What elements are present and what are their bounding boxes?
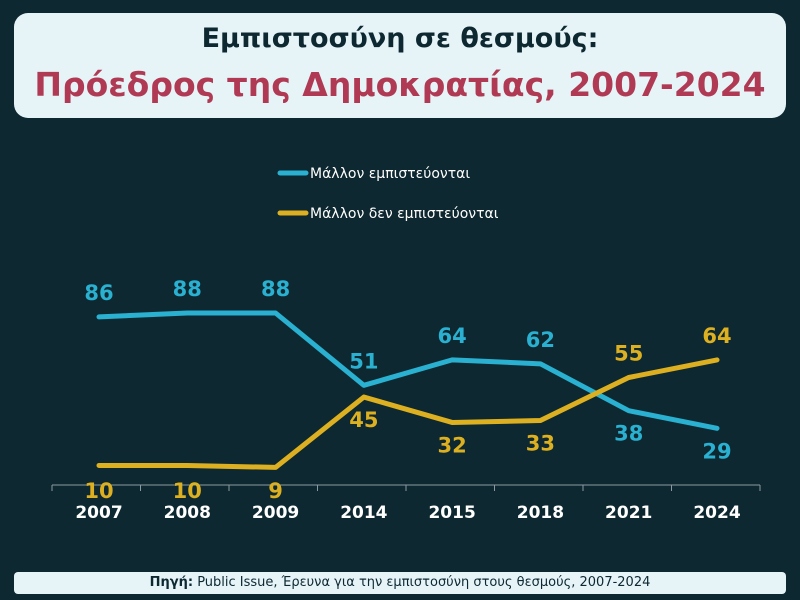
data-label: 88: [173, 277, 202, 301]
x-tick-label: 2024: [693, 503, 740, 523]
source-text: Public Issue, Έρευνα για την εμπιστοσύνη…: [193, 575, 651, 590]
legend-label: Μάλλον δεν εμπιστεύονται: [310, 206, 499, 222]
data-label: 29: [702, 439, 731, 463]
data-label: 51: [349, 349, 378, 373]
source-note: Πηγή: Public Issue, Έρευνα για την εμπισ…: [14, 572, 786, 594]
data-label: 10: [173, 479, 202, 503]
data-label: 86: [84, 281, 113, 305]
x-tick-label: 2014: [340, 503, 387, 523]
data-label: 64: [438, 324, 467, 348]
data-label: 33: [526, 432, 555, 456]
series-line: [96, 357, 720, 470]
x-tick-label: 2007: [75, 503, 122, 523]
data-label: 32: [438, 433, 467, 457]
data-label: 88: [261, 277, 290, 301]
data-label: 55: [614, 342, 643, 366]
x-tick-label: 2009: [252, 503, 299, 523]
chart-title: Εμπιστοσύνη σε θεσμούς:: [201, 23, 599, 54]
x-tick-label: 2008: [164, 503, 211, 523]
data-label: 64: [702, 324, 731, 348]
data-label: 9: [268, 479, 283, 503]
data-label: 10: [84, 479, 113, 503]
chart-subtitle: Πρόεδρος της Δημοκρατίας, 2007-2024: [34, 65, 766, 104]
x-tick-label: 2021: [605, 503, 652, 523]
data-label: 62: [526, 328, 555, 352]
x-tick-label: 2018: [517, 503, 564, 523]
data-label: 38: [614, 422, 643, 446]
series-line: [96, 310, 720, 431]
source-label: Πηγή:: [149, 575, 194, 590]
legend-label: Μάλλον εμπιστεύονται: [310, 166, 470, 182]
x-tick-label: 2015: [428, 503, 475, 523]
data-label: 45: [349, 408, 378, 432]
title-box: Εμπιστοσύνη σε θεσμούς: Πρόεδρος της Δημ…: [14, 13, 786, 118]
